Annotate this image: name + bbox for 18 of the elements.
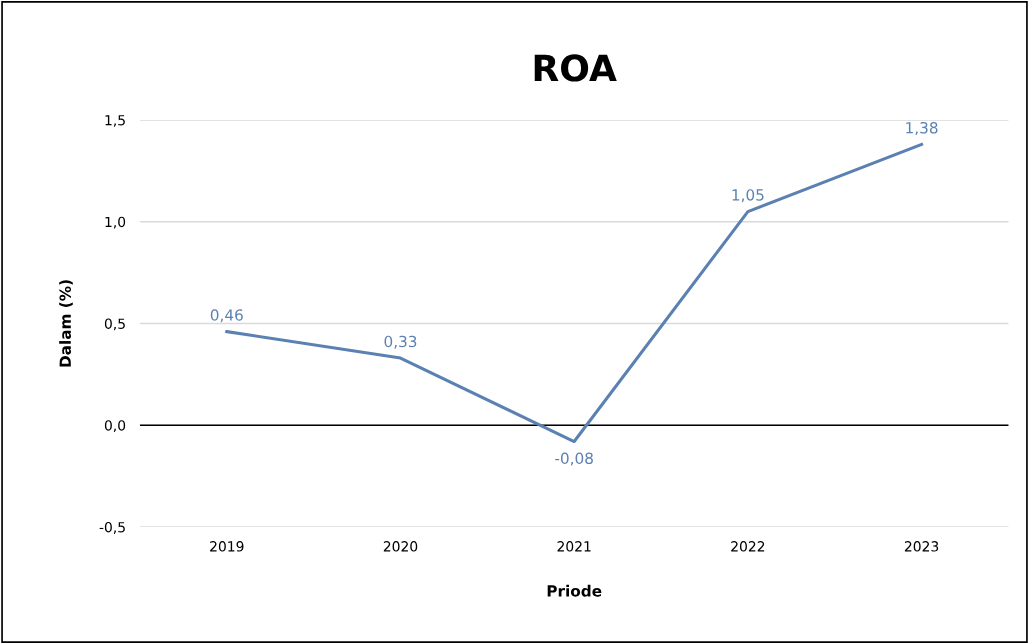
x-axis-title: Priode bbox=[547, 584, 602, 597]
y-tick-label: 0,5 bbox=[104, 318, 125, 331]
data-label: 1,05 bbox=[732, 189, 764, 203]
data-label: 1,38 bbox=[906, 122, 938, 136]
x-tick-label: 2022 bbox=[731, 541, 765, 552]
data-label: -0,08 bbox=[555, 452, 593, 466]
x-tick-label: 2019 bbox=[210, 541, 244, 552]
data-label: 0,33 bbox=[384, 335, 417, 349]
y-tick-label: 1,0 bbox=[105, 216, 126, 229]
y-axis-title: Dalam (%) bbox=[59, 280, 73, 367]
chart-title: ROA bbox=[534, 54, 617, 82]
y-tick-label: -0,5 bbox=[99, 521, 125, 534]
y-tick-label: 1,5 bbox=[105, 115, 125, 127]
y-tick-label: 0,0 bbox=[104, 420, 126, 433]
x-tick-label: 2021 bbox=[557, 541, 591, 552]
data-label: 0,46 bbox=[210, 309, 243, 323]
x-tick-label: 2020 bbox=[383, 541, 418, 552]
x-tick-label: 2023 bbox=[904, 541, 939, 552]
